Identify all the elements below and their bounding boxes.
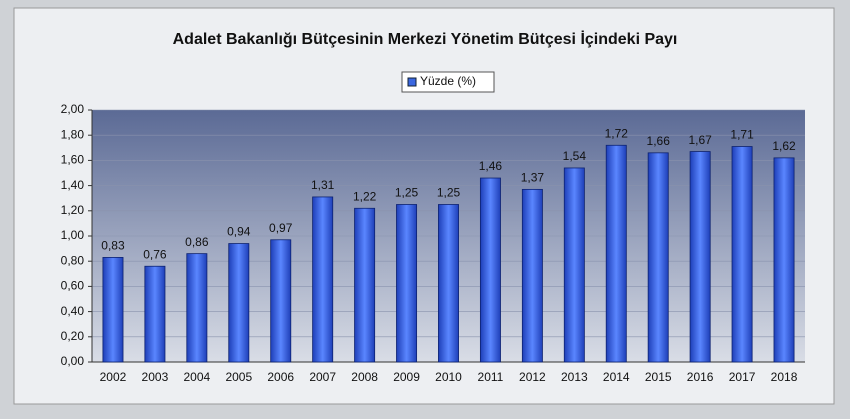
value-label: 1,37 (521, 171, 545, 185)
y-tick-label: 0,80 (61, 253, 85, 267)
value-label: 1,66 (647, 134, 671, 148)
y-tick-label: 0,60 (61, 279, 85, 293)
bar (521, 188, 543, 363)
x-tick-label: 2016 (687, 370, 714, 384)
bar (605, 144, 627, 363)
x-tick-label: 2008 (351, 370, 378, 384)
bar (647, 152, 669, 363)
x-tick-label: 2006 (267, 370, 294, 384)
y-tick-label: 0,00 (61, 354, 85, 368)
bar (689, 151, 711, 363)
value-label: 1,72 (605, 126, 629, 140)
value-label: 1,25 (437, 186, 461, 200)
x-tick-label: 2005 (225, 370, 252, 384)
bar (563, 167, 585, 363)
value-label: 1,54 (563, 149, 587, 163)
x-tick-label: 2013 (561, 370, 588, 384)
bar (270, 239, 292, 363)
value-label: 1,67 (688, 133, 712, 147)
y-tick-label: 0,40 (61, 304, 85, 318)
x-tick-label: 2018 (771, 370, 798, 384)
value-label: 1,71 (730, 128, 754, 142)
bar (228, 243, 250, 363)
legend-swatch (407, 77, 417, 87)
x-tick-label: 2009 (393, 370, 420, 384)
bar (438, 204, 459, 363)
bar (186, 253, 208, 363)
x-tick-label: 2004 (184, 370, 211, 384)
bar (731, 146, 753, 363)
x-tick-label: 2011 (478, 370, 504, 384)
x-tick-label: 2007 (309, 370, 336, 384)
bar (773, 157, 795, 363)
y-tick-label: 2,00 (61, 102, 85, 116)
x-tick-label: 2017 (729, 370, 756, 384)
value-label: 0,83 (101, 239, 125, 253)
value-label: 1,31 (311, 178, 335, 192)
value-label: 0,97 (269, 221, 293, 235)
y-tick-label: 0,20 (61, 329, 85, 343)
value-label: 0,94 (227, 225, 251, 239)
y-tick-label: 1,80 (61, 127, 85, 141)
value-label: 1,46 (479, 159, 503, 173)
bar (479, 177, 501, 363)
value-label: 0,86 (185, 235, 209, 249)
y-tick-label: 1,20 (61, 203, 85, 217)
x-tick-label: 2014 (603, 370, 630, 384)
x-tick-label: 2010 (435, 370, 462, 384)
x-tick-label: 2012 (519, 370, 546, 384)
y-tick-label: 1,60 (61, 153, 85, 167)
legend-label: Yüzde (%) (420, 74, 476, 88)
chart-title: Adalet Bakanlığı Bütçesinin Merkezi Yöne… (173, 30, 678, 48)
y-tick-label: 1,00 (61, 228, 85, 242)
x-tick-label: 2002 (100, 370, 127, 384)
bar (312, 196, 334, 363)
value-label: 1,22 (353, 189, 377, 203)
value-label: 1,62 (772, 139, 796, 153)
y-tick-label: 1,40 (61, 178, 85, 192)
bar (354, 207, 376, 363)
legend-box (401, 71, 495, 93)
value-label: 1,25 (395, 186, 419, 200)
bar (396, 204, 418, 363)
x-tick-label: 2003 (142, 370, 169, 384)
value-label: 0,76 (143, 247, 167, 261)
bar (144, 265, 166, 363)
x-tick-label: 2015 (645, 370, 672, 384)
bar (102, 257, 124, 363)
